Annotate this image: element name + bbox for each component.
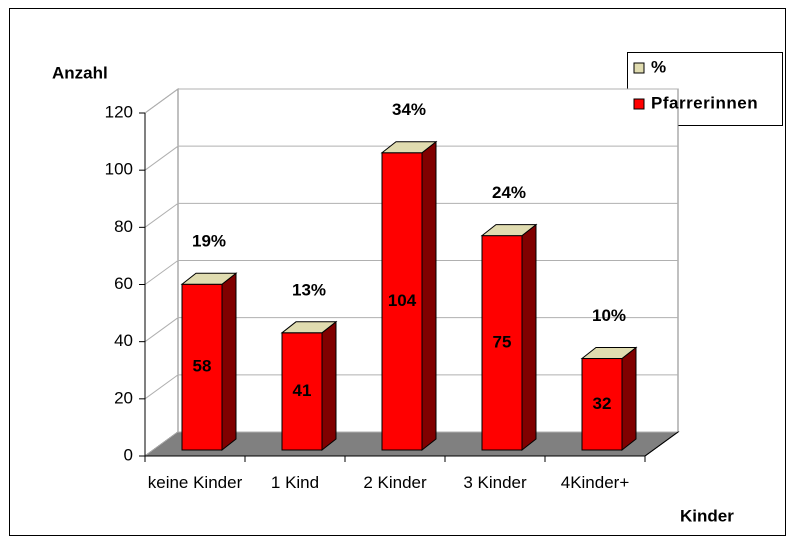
data-label: 41 — [293, 381, 312, 400]
bar-side — [221, 272, 237, 452]
y-tick-label: 100 — [105, 160, 133, 179]
data-label: 104 — [388, 291, 417, 310]
x-tick-label: 1 Kind — [270, 473, 320, 492]
y-tick-label: 80 — [114, 217, 133, 236]
grid-line — [144, 202, 678, 228]
legend-swatch — [633, 98, 645, 110]
legend-label: Pfarrerinnen — [651, 93, 758, 112]
grid-line — [144, 145, 678, 171]
percent-label: 13% — [292, 280, 326, 299]
bar-cap — [280, 321, 338, 334]
data-label: 32 — [593, 394, 612, 413]
bar — [181, 283, 223, 451]
data-label: 75 — [493, 332, 512, 351]
bar — [481, 235, 523, 451]
bar-side — [321, 320, 337, 452]
legend-swatch — [633, 62, 645, 74]
x-tick-label: 4Kinder+ — [560, 473, 630, 492]
x-tick-label: keine Kinder — [147, 473, 243, 492]
bar-side — [521, 223, 537, 452]
bar-cap — [380, 141, 438, 154]
y-tick-label: 0 — [124, 445, 133, 464]
x-tick-label: 2 Kinder — [363, 473, 427, 492]
bar-cap — [480, 224, 538, 237]
bar-side — [621, 346, 637, 452]
bar-side — [421, 140, 437, 452]
x-axis-label: Kinder — [680, 506, 734, 525]
bar — [581, 358, 623, 451]
y-tick-label: 60 — [114, 274, 133, 293]
percent-label: 24% — [492, 183, 526, 202]
bar — [381, 152, 423, 451]
bar-cap — [180, 272, 238, 285]
x-tick-label: 3 Kinder — [463, 473, 527, 492]
percent-label: 19% — [192, 232, 226, 251]
y-axis-label: Anzahl — [52, 63, 108, 82]
percent-label: 10% — [592, 306, 626, 325]
y-tick-label: 20 — [114, 388, 133, 407]
x-axis-depth — [644, 431, 679, 457]
data-label: 58 — [193, 357, 212, 376]
legend-label: % — [651, 57, 667, 76]
bar-cap — [580, 347, 638, 360]
percent-label: 34% — [392, 100, 426, 119]
y-tick-label: 40 — [114, 331, 133, 350]
y-tick-label: 120 — [105, 102, 133, 121]
grid-line — [144, 88, 678, 114]
